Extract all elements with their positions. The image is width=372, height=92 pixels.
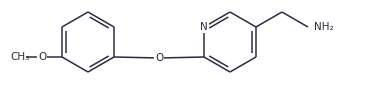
Text: N: N	[200, 22, 208, 32]
Text: O: O	[155, 53, 163, 63]
Text: CH₃: CH₃	[10, 52, 30, 62]
Text: O: O	[38, 52, 46, 62]
Text: NH₂: NH₂	[314, 22, 334, 32]
